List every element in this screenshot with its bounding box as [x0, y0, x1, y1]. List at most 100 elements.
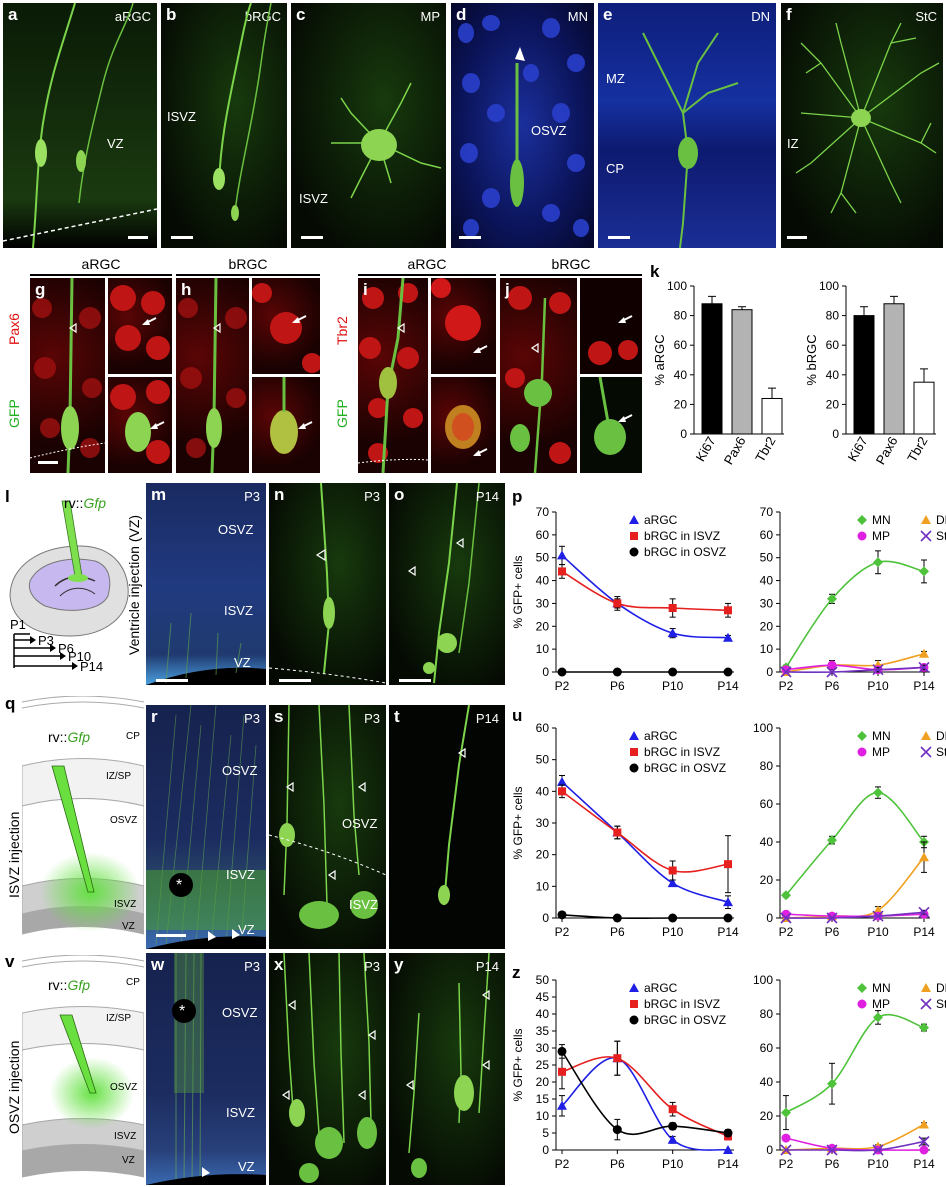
data-point — [781, 890, 791, 901]
x-tick-label: P6 — [825, 925, 840, 939]
data-point — [558, 567, 566, 576]
panel-title: DN — [751, 9, 770, 24]
legend-label: StC — [936, 997, 946, 1011]
panel-title: aRGC — [114, 9, 151, 24]
scale-bar — [38, 461, 58, 464]
data-point — [667, 878, 678, 888]
panel-o: o P14 — [389, 483, 505, 685]
x-tick-label: P10 — [662, 1157, 684, 1171]
panel-letter: s — [274, 707, 284, 726]
series-line — [561, 914, 728, 920]
panel-letter: e — [603, 5, 613, 24]
zone-label: ISVZ — [224, 603, 253, 618]
x-tick-label: P14 — [717, 679, 739, 693]
y-tick-label: 80 — [760, 1007, 774, 1021]
series-line — [561, 781, 729, 903]
data-point — [857, 531, 867, 541]
y-tick-label: 40 — [536, 784, 550, 798]
series-line — [785, 560, 925, 668]
cell-image — [178, 278, 247, 473]
inset-image — [252, 283, 320, 373]
panel-letter: y — [394, 955, 404, 974]
y-tick-label: 60 — [760, 797, 774, 811]
cell-image — [213, 3, 272, 221]
nuclei-image — [458, 15, 589, 237]
cell-image — [281, 953, 377, 1183]
panel-b: b bRGC ISVZ — [161, 3, 287, 248]
data-point — [919, 648, 929, 658]
legend-label: MN — [872, 981, 891, 995]
data-point — [918, 906, 930, 918]
panel-e: e DN MZ CP — [598, 3, 776, 248]
group-label-g: aRGC — [81, 256, 121, 272]
bar — [731, 309, 753, 435]
panel-letter: m — [151, 485, 167, 504]
panel-letter: t — [394, 707, 400, 726]
y-tick-label: 40 — [674, 368, 688, 382]
data-point — [827, 911, 837, 921]
y-axis-label: % GFP+ cells — [511, 786, 525, 859]
inset-image — [445, 405, 488, 456]
series-line — [785, 791, 925, 896]
y-tick-label: 0 — [832, 427, 839, 441]
data-point — [826, 666, 838, 678]
x-tick-label: P14 — [717, 925, 739, 939]
injection-label-q: ISVZ injection — [6, 811, 22, 898]
data-point — [919, 852, 929, 862]
cell-image — [30, 278, 105, 473]
legend-label: bRGC in ISVZ — [644, 997, 720, 1011]
y-tick-label: 10 — [760, 642, 774, 656]
data-point — [920, 530, 932, 542]
x-tick-label: Tbr2 — [752, 434, 778, 465]
y-tick-label: 100 — [819, 279, 839, 293]
legend-label: DN — [936, 513, 946, 527]
injection-label-m: Ventricle injection (VZ) — [126, 514, 142, 655]
panel-i-inset-merge — [431, 377, 496, 473]
zone-label: ISVZ — [299, 191, 328, 206]
panel-title: P14 — [475, 711, 499, 726]
inset-image — [110, 285, 170, 360]
data-point — [668, 604, 677, 612]
y-tick-label: 45 — [536, 990, 550, 1004]
panel-letter: k — [650, 262, 660, 281]
y-tick-label: 20 — [536, 619, 550, 633]
y-tick-label: 100 — [667, 279, 687, 293]
data-point — [918, 1135, 930, 1148]
data-point — [629, 763, 639, 773]
stain-label-gfp: GFP — [6, 399, 22, 428]
y-tick-label: 0 — [766, 665, 773, 679]
panel-letter: h — [181, 280, 192, 299]
y-tick-label: 40 — [826, 368, 840, 382]
panel-letter: i — [363, 280, 368, 299]
y-axis-label: % GFP+ cells — [511, 1028, 525, 1101]
y-tick-label: 60 — [760, 1041, 774, 1055]
legend-label: bRGC in OSVZ — [644, 761, 726, 775]
panel-letter: w — [151, 955, 165, 974]
x-tick-label: P2 — [779, 1157, 794, 1171]
data-point — [873, 905, 883, 915]
data-point — [668, 1105, 677, 1114]
panel-letter: z — [512, 963, 521, 982]
data-point — [780, 666, 792, 678]
panel-letter: l — [5, 487, 10, 506]
x-tick-label: Pax6 — [873, 434, 901, 467]
y-tick-label: 35 — [536, 1024, 550, 1038]
x-tick-label: P10 — [662, 679, 684, 693]
y-tick-label: 80 — [674, 309, 688, 323]
layer-schematic-v — [22, 955, 144, 1178]
data-point — [557, 776, 567, 786]
data-point — [723, 632, 733, 642]
panel-title: P3 — [244, 489, 260, 504]
y-tick-label: 0 — [680, 427, 687, 441]
data-point — [921, 515, 931, 524]
x-tick-label: P6 — [610, 925, 625, 939]
data-point — [826, 912, 838, 924]
y-tick-label: 30 — [760, 596, 774, 610]
legend-label: aRGC — [644, 981, 678, 995]
legend-label: MP — [872, 529, 890, 543]
cell-image — [795, 22, 940, 214]
cell-image — [505, 286, 571, 473]
bar — [913, 381, 935, 435]
y-tick-label: 10 — [536, 1109, 550, 1123]
y-axis-label: % bRGC — [804, 334, 819, 385]
